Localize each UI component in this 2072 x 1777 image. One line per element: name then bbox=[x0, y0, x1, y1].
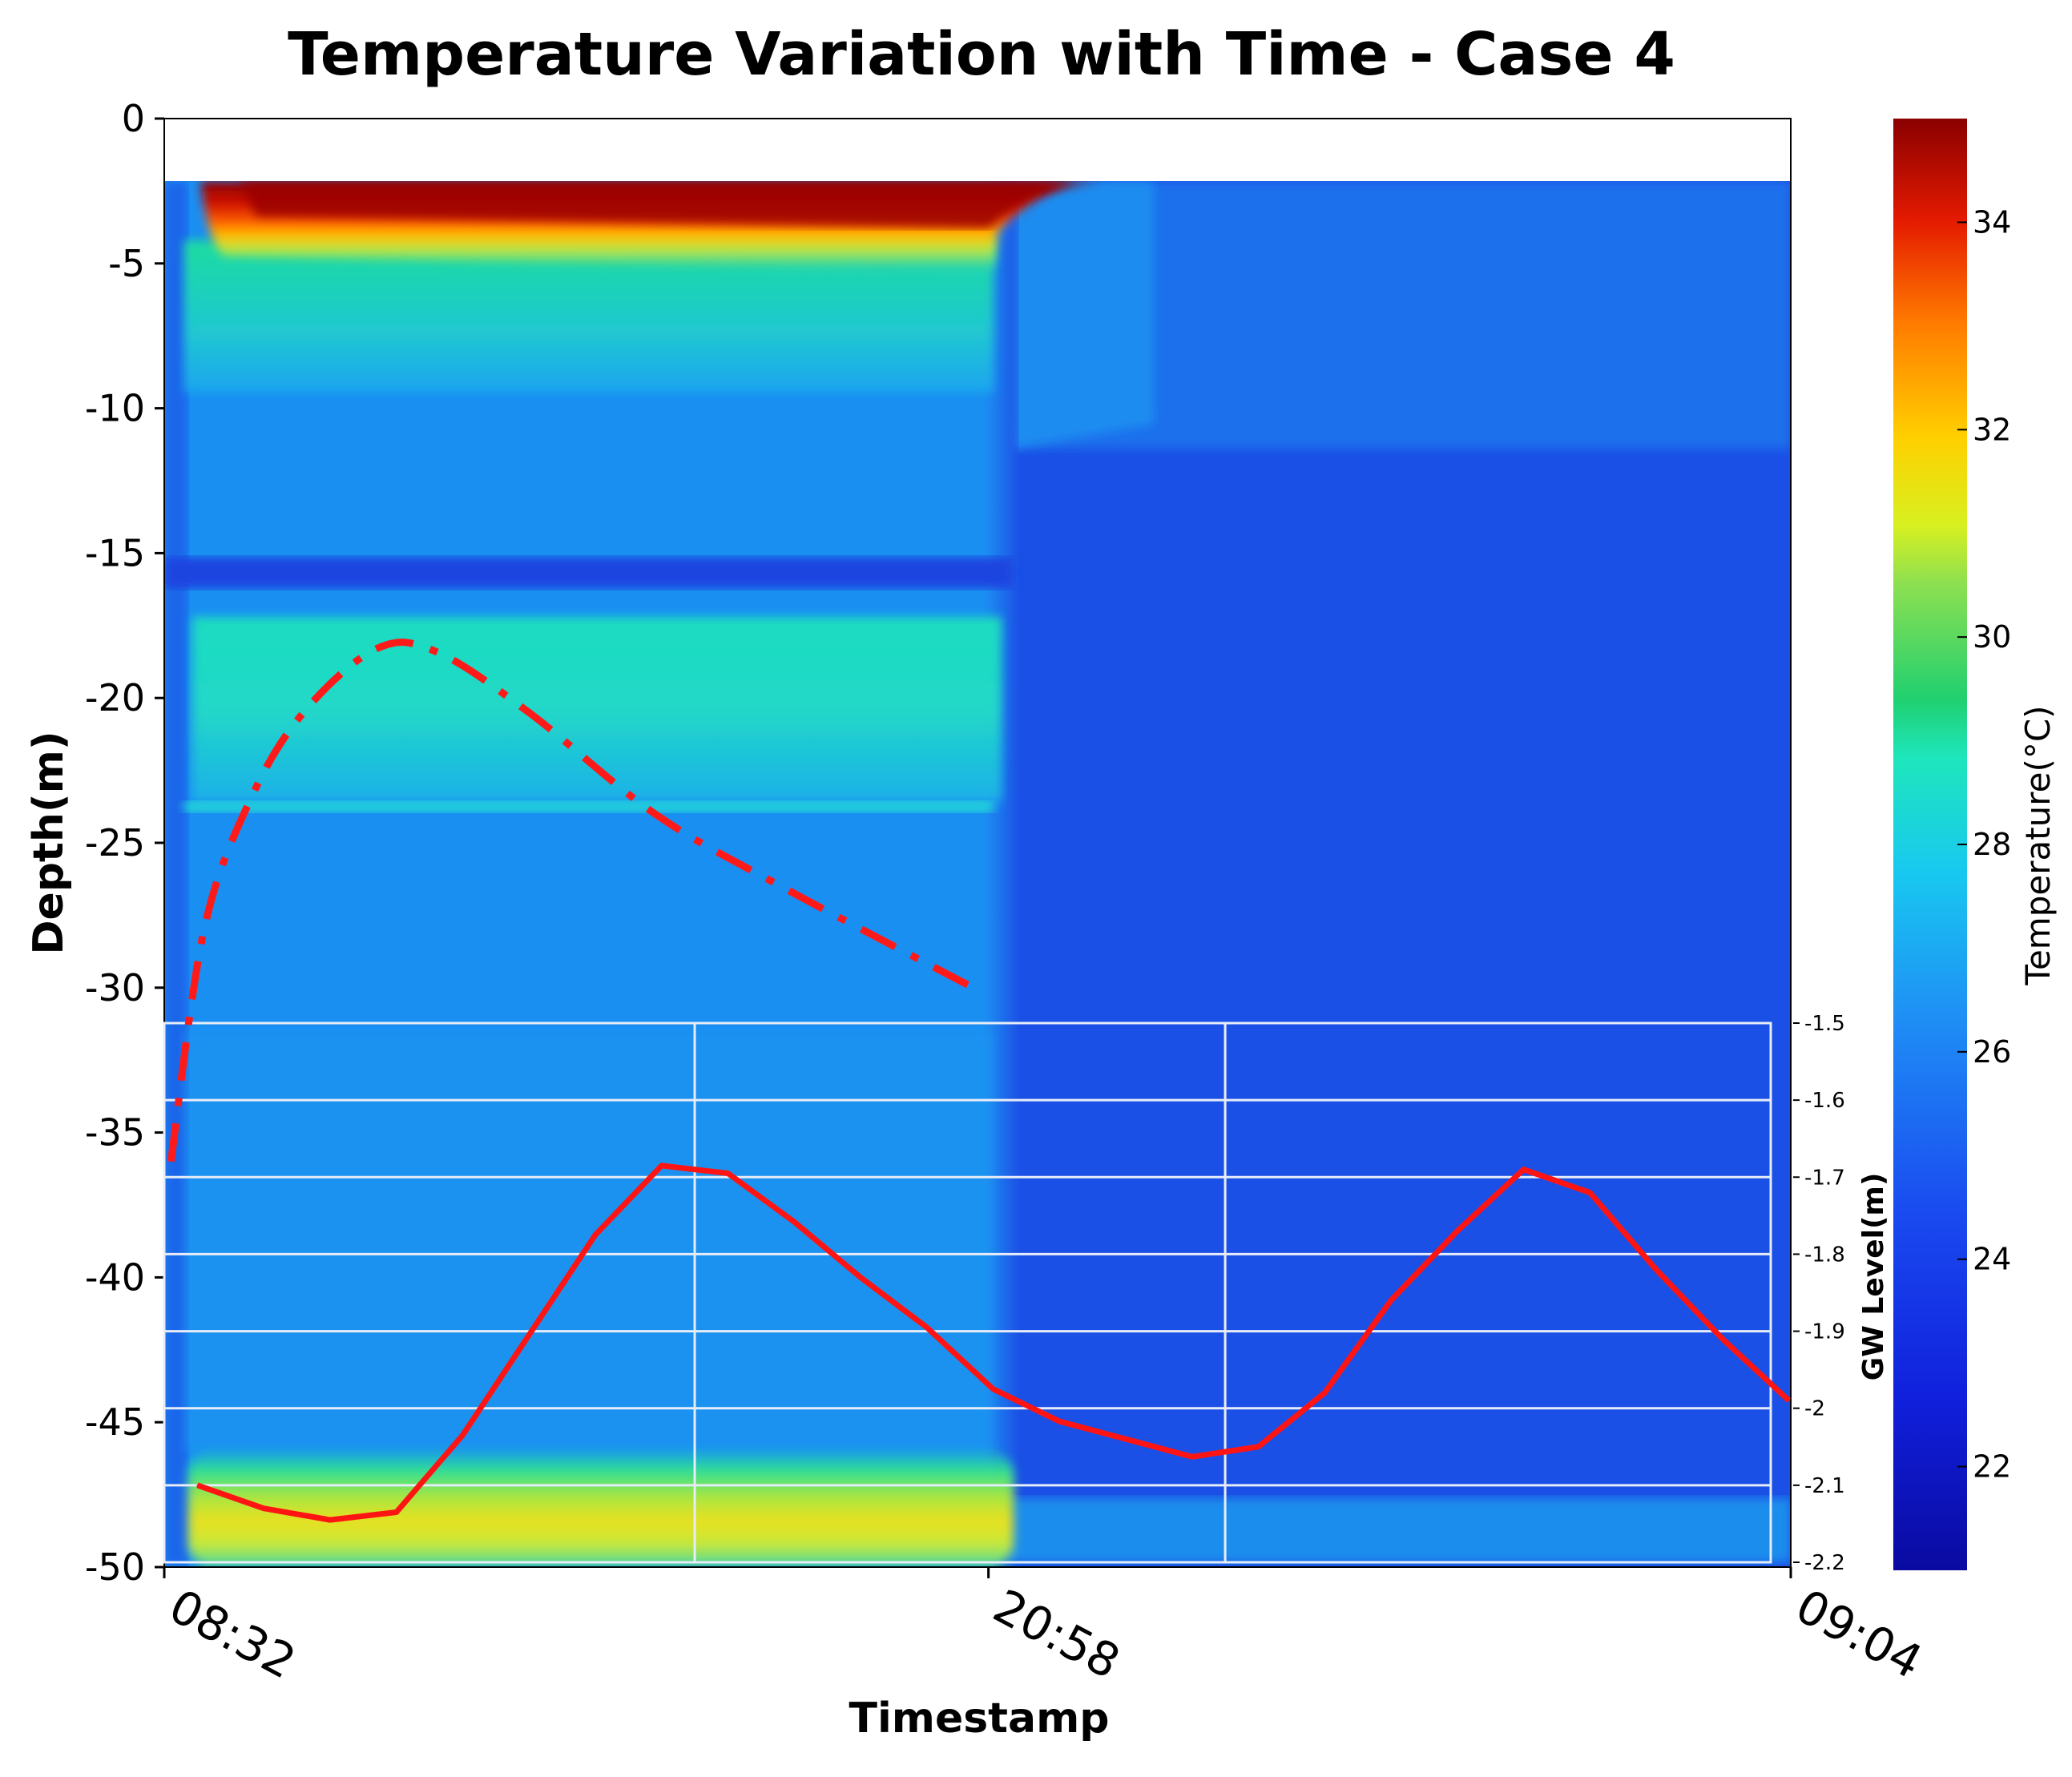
y-tick-label: 0 bbox=[122, 97, 145, 140]
gw-tick-label: -1.8 bbox=[1804, 1243, 1845, 1267]
gw-tick-label: -2.2 bbox=[1804, 1551, 1845, 1575]
gw-level-point bbox=[1655, 1268, 1658, 1271]
heatmap-teal-band bbox=[192, 617, 1002, 801]
gw-tick-label: -1.9 bbox=[1804, 1320, 1845, 1344]
y-tick-label: -10 bbox=[85, 387, 145, 430]
x-tick-label: 09:04 bbox=[1787, 1578, 1931, 1690]
colorbar-tick-label: 26 bbox=[1973, 1034, 2011, 1070]
gw-level-point bbox=[660, 1164, 663, 1167]
gw-level-point bbox=[1058, 1420, 1061, 1423]
time-axis: 08:32 20:58 09:04 bbox=[160, 1567, 1931, 1690]
x-axis-label: Timestamp bbox=[849, 1694, 1109, 1743]
y-tick-label: -5 bbox=[108, 242, 145, 285]
gw-level-point bbox=[727, 1172, 729, 1175]
gw-level-point bbox=[1522, 1168, 1525, 1171]
y-tick-label: -15 bbox=[85, 531, 145, 574]
heatmap-light-band bbox=[184, 801, 994, 812]
x-tick-label: 20:58 bbox=[985, 1578, 1129, 1690]
y-tick-label: -30 bbox=[85, 966, 145, 1009]
y-tick-label: -45 bbox=[85, 1400, 145, 1444]
gw-level-point bbox=[594, 1234, 596, 1236]
gw-level-point bbox=[263, 1507, 265, 1509]
gw-level-point bbox=[992, 1388, 994, 1390]
y-tick-label: -25 bbox=[85, 821, 145, 864]
colorbar-tick-label: 28 bbox=[1973, 827, 2011, 862]
gw-level-point bbox=[925, 1326, 928, 1328]
y-tick-label: -35 bbox=[85, 1111, 145, 1154]
y-tick-label: -40 bbox=[85, 1255, 145, 1299]
heatmap-lower-right-band bbox=[1006, 1498, 1791, 1562]
gw-level-point bbox=[859, 1276, 861, 1279]
gw-axis-label: GW Level(m) bbox=[1857, 1173, 1890, 1381]
y-tick-label: -50 bbox=[85, 1545, 145, 1589]
gw-level-line bbox=[196, 1163, 1791, 1523]
colorbar-tick-label: 24 bbox=[1973, 1242, 2011, 1277]
heatmap-upper-right-zone bbox=[994, 181, 1791, 449]
gw-tick-label: -2.1 bbox=[1804, 1474, 1845, 1498]
gw-level-point bbox=[1124, 1438, 1127, 1441]
colorbar: Temperature(°C) 22 24 26 28 30 32 34 bbox=[1893, 119, 2058, 1570]
colorbar-label: Temperature(°C) bbox=[2018, 705, 2058, 985]
gw-level-point bbox=[1191, 1456, 1193, 1458]
chart-title: Temperature Variation with Time - Case 4 bbox=[288, 20, 1675, 89]
colorbar-tick-label: 30 bbox=[1973, 619, 2011, 655]
heatmap-empty-top bbox=[164, 119, 1791, 181]
gw-level-point bbox=[1456, 1230, 1458, 1232]
gw-level-point bbox=[1389, 1300, 1392, 1302]
heatmap-upper-right-mid bbox=[994, 181, 1154, 449]
gw-tick-label: -2 bbox=[1804, 1397, 1825, 1421]
heatmap-warm-bottom bbox=[188, 1450, 1014, 1567]
gw-level-inset: -1.5 -1.6 -1.7 -1.8 -1.9 -2 -2.1 -2.2 GW Level(m… bbox=[163, 1012, 1890, 1575]
colorbar-gradient bbox=[1893, 119, 1967, 1570]
temperature-heatmap bbox=[164, 181, 1791, 1567]
y-tick-label: -20 bbox=[85, 676, 145, 719]
gw-level-point bbox=[329, 1519, 331, 1521]
gw-tick-label: -1.5 bbox=[1804, 1012, 1845, 1036]
gw-level-point bbox=[1324, 1392, 1326, 1394]
heatmap-cold-band bbox=[164, 557, 1014, 589]
gw-tick-label: -1.7 bbox=[1804, 1166, 1845, 1190]
x-tick-label: 08:32 bbox=[160, 1578, 304, 1690]
colorbar-tick-label: 22 bbox=[1973, 1449, 2011, 1485]
gw-level-point bbox=[196, 1484, 199, 1486]
gw-tick-label: -1.6 bbox=[1804, 1089, 1845, 1113]
trend-curve-layer bbox=[167, 639, 975, 1163]
gw-level-point bbox=[793, 1221, 796, 1223]
gw-level-point bbox=[1257, 1445, 1260, 1448]
depth-axis: 0 -5 -10 -15 -20 -25 -30 -35 -40 -45 -50 bbox=[85, 97, 164, 1589]
gw-level-point bbox=[1788, 1400, 1790, 1402]
y-axis-label: Depth(m) bbox=[25, 731, 73, 954]
gw-level-point bbox=[1721, 1338, 1723, 1340]
heatmap-hot-core bbox=[240, 181, 1074, 228]
gw-level-point bbox=[1589, 1191, 1591, 1194]
colorbar-tick-label: 34 bbox=[1973, 204, 2011, 240]
gw-level-point bbox=[462, 1434, 464, 1437]
trend-curve bbox=[167, 639, 975, 1163]
gw-level-point bbox=[395, 1511, 397, 1513]
colorbar-tick-label: 32 bbox=[1973, 412, 2011, 447]
